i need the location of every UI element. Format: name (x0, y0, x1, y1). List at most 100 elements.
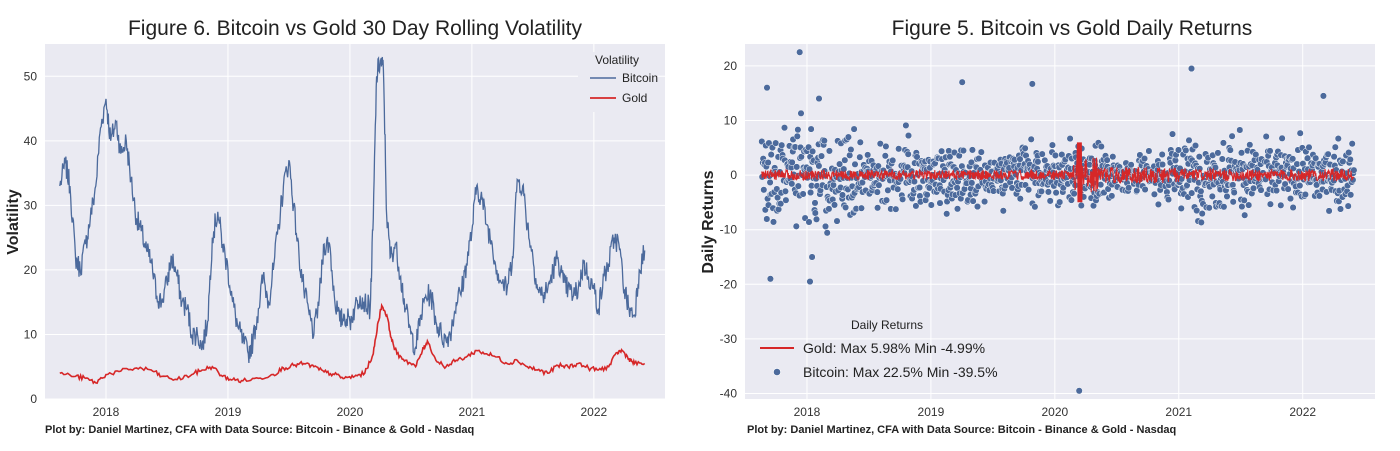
scatter-point-bitcoin (1067, 196, 1075, 204)
scatter-point-bitcoin (1038, 150, 1046, 158)
scatter-point-bitcoin (1097, 142, 1105, 151)
scatter-point-bitcoin (1228, 132, 1236, 140)
chart-title-volatility: Figure 6. Bitcoin vs Gold 30 Day Rolling… (128, 17, 583, 40)
scatter-point-bitcoin (1257, 186, 1265, 194)
y-tick-label: -40 (720, 387, 738, 401)
scatter-point-bitcoin (763, 215, 771, 223)
scatter-point-bitcoin (1218, 155, 1226, 163)
scatter-point-bitcoin (1293, 160, 1301, 168)
scatter-point-bitcoin (1077, 201, 1085, 210)
scatter-point-bitcoin (1289, 155, 1297, 163)
scatter-point-bitcoin (1331, 143, 1339, 151)
scatter-point-bitcoin (875, 181, 883, 189)
scatter-point-bitcoin (766, 178, 774, 186)
x-ticks-returns: 2018 2019 2020 2021 2022 (794, 405, 1317, 419)
scatter-point-bitcoin (1193, 207, 1201, 215)
scatter-point-bitcoin (1044, 188, 1052, 196)
y-axis-label-returns: Daily Returns (700, 170, 717, 273)
scatter-point-bitcoin (1208, 192, 1216, 200)
scatter-point-bitcoin (796, 48, 804, 56)
scatter-point-bitcoin (904, 150, 912, 158)
scatter-point-bitcoin (833, 217, 841, 225)
scatter-point-bitcoin (892, 205, 900, 213)
scatter-point-bitcoin (1266, 147, 1274, 155)
legend-label-gold: Gold (622, 91, 647, 105)
scatter-point-bitcoin (793, 163, 801, 171)
y-tick-label: 30 (24, 198, 38, 212)
scatter-point-bitcoin (1051, 151, 1059, 159)
x-tick-label: 2018 (794, 405, 821, 419)
scatter-point-bitcoin (797, 109, 805, 117)
scatter-point-bitcoin (1052, 189, 1060, 197)
y-tick-label: 20 (24, 263, 38, 277)
scatter-point-bitcoin (938, 147, 946, 155)
scatter-point-bitcoin (1245, 201, 1253, 209)
chart-volatility: Figure 6. Bitcoin vs Gold 30 Day Rolling… (5, 17, 665, 436)
scatter-point-bitcoin (825, 205, 833, 213)
scatter-point-bitcoin (847, 146, 855, 154)
scatter-point-bitcoin (1278, 134, 1286, 142)
scatter-point-bitcoin (1108, 192, 1116, 200)
scatter-point-bitcoin (959, 147, 967, 155)
scatter-point-bitcoin (1301, 190, 1309, 199)
legend-title-volatility: Volatility (595, 53, 639, 67)
scatter-point-bitcoin (788, 180, 796, 188)
scatter-point-bitcoin (1141, 185, 1149, 194)
scatter-point-bitcoin (1229, 198, 1237, 206)
scatter-point-bitcoin (1330, 153, 1338, 161)
scatter-point-bitcoin (805, 165, 814, 173)
scatter-point-bitcoin (1188, 189, 1196, 197)
scatter-point-bitcoin (1198, 210, 1206, 218)
scatter-point-bitcoin (815, 162, 823, 170)
scatter-point-bitcoin (1037, 187, 1045, 195)
scatter-point-bitcoin (851, 160, 859, 168)
scatter-point-bitcoin (1031, 203, 1039, 211)
scatter-point-bitcoin (778, 141, 786, 149)
scatter-point-bitcoin (1048, 141, 1056, 149)
y-tick-label: 10 (24, 327, 38, 341)
scatter-point-bitcoin (1182, 146, 1190, 154)
scatter-point-bitcoin (1339, 157, 1347, 166)
scatter-point-bitcoin (1058, 151, 1066, 159)
scatter-point-bitcoin (981, 198, 989, 206)
scatter-point-bitcoin (825, 147, 833, 155)
x-tick-label: 2018 (93, 405, 120, 419)
scatter-point-bitcoin (1154, 200, 1162, 208)
scatter-point-bitcoin (1262, 132, 1270, 141)
scatter-point-bitcoin (856, 153, 864, 161)
scatter-point-bitcoin (821, 222, 830, 230)
scatter-point-bitcoin (999, 207, 1007, 215)
scatter-point-bitcoin (788, 158, 796, 166)
scatter-point-bitcoin (1197, 187, 1205, 195)
scatter-point-bitcoin (844, 133, 852, 141)
scatter-point-bitcoin (1313, 181, 1321, 189)
scatter-point-bitcoin (820, 137, 828, 145)
scatter-point-bitcoin (895, 145, 903, 153)
scatter-point-bitcoin (1168, 130, 1177, 138)
legend-label-bitcoin: Bitcoin (622, 71, 658, 85)
scatter-point-bitcoin (763, 84, 771, 92)
scatter-point-bitcoin (1315, 192, 1323, 200)
scatter-point-bitcoin (769, 218, 778, 226)
scatter-point-bitcoin (811, 199, 819, 207)
y-tick-label: 40 (24, 134, 38, 148)
scatter-point-bitcoin (836, 160, 844, 168)
scatter-point-bitcoin (943, 210, 951, 218)
scatter-point-bitcoin (829, 181, 837, 189)
scatter-point-bitcoin (799, 190, 807, 198)
scatter-point-bitcoin (1241, 211, 1249, 219)
scatter-point-bitcoin (808, 253, 816, 261)
x-tick-label: 2020 (1041, 405, 1068, 419)
scatter-point-bitcoin (764, 159, 772, 167)
scatter-point-bitcoin (1249, 184, 1258, 192)
x-tick-label: 2022 (1289, 405, 1316, 419)
scatter-point-bitcoin (1266, 200, 1274, 208)
scatter-point-bitcoin (1177, 204, 1185, 212)
scatter-point-bitcoin (760, 186, 768, 194)
scatter-point-bitcoin (1016, 195, 1024, 203)
scatter-point-bitcoin (936, 199, 944, 207)
chart-title-returns: Figure 5. Bitcoin vs Gold Daily Returns (892, 17, 1253, 40)
scatter-point-bitcoin (805, 218, 813, 226)
scatter-point-bitcoin (1246, 141, 1254, 149)
scatter-point-bitcoin (1158, 160, 1167, 169)
